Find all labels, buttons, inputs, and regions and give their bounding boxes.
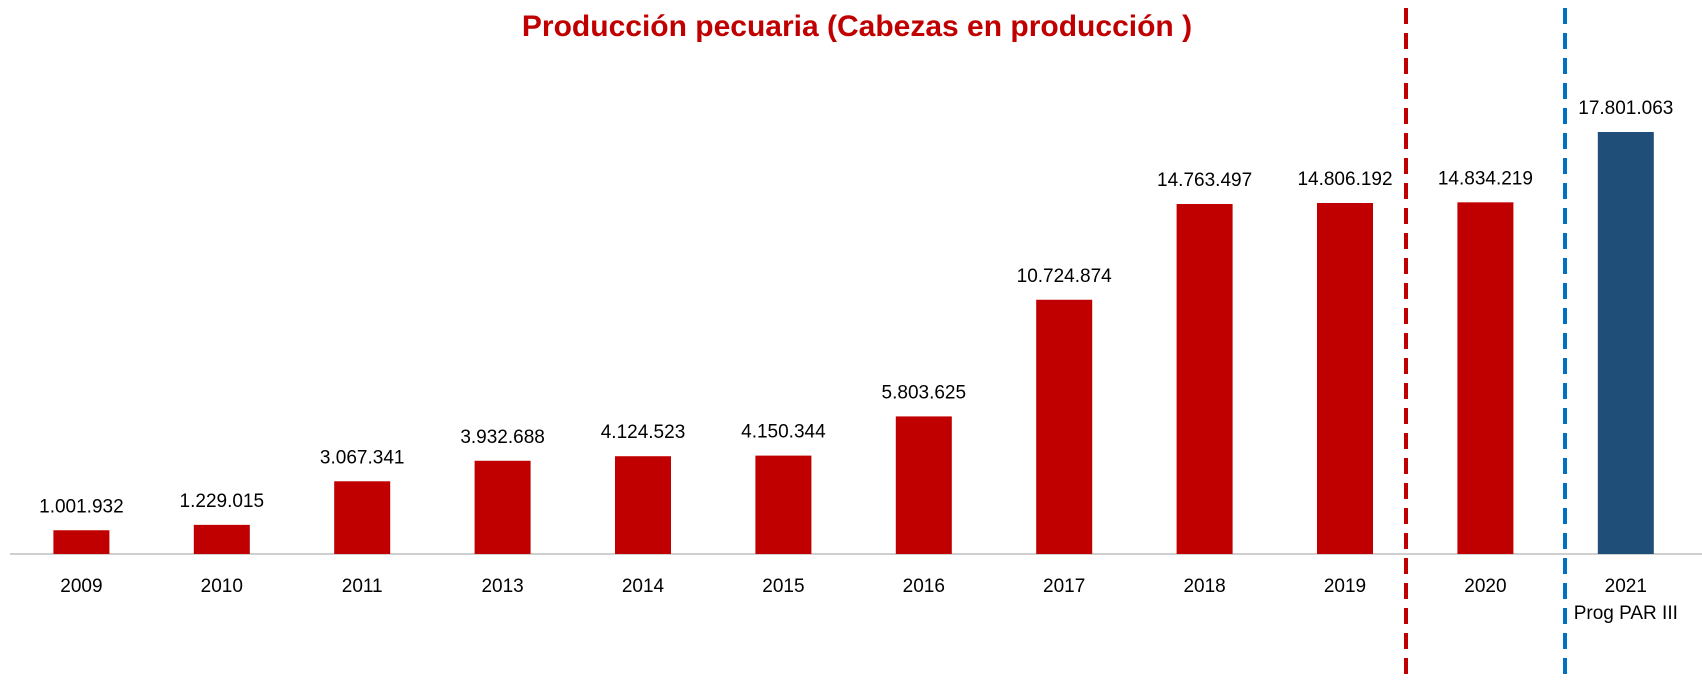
chart-title: Producción pecuaria (Cabezas en producci… — [522, 10, 1192, 43]
bar — [755, 455, 812, 554]
x-tick-label: 2019 — [1324, 576, 1366, 597]
value-label: 4.124.523 — [601, 422, 686, 443]
x-tick-label: 2010 — [201, 576, 243, 597]
value-label: 3.067.341 — [320, 447, 405, 468]
value-label: 5.803.625 — [882, 382, 967, 403]
bar — [1457, 202, 1514, 554]
value-label: 1.001.932 — [39, 496, 124, 517]
x-tick-label: 2020 — [1464, 576, 1506, 597]
x-tick-label: 2017 — [1043, 576, 1085, 597]
bar — [1176, 204, 1233, 555]
bar — [615, 456, 671, 554]
bar — [1036, 299, 1093, 554]
bar — [474, 460, 531, 554]
x-tick-label: 2011 — [342, 576, 383, 597]
bar — [193, 524, 250, 554]
bar — [334, 481, 391, 554]
x-tick-label: 2016 — [903, 576, 945, 597]
bar — [53, 530, 110, 554]
x-tick-label: 2018 — [1183, 576, 1225, 597]
x-tick-label: 2015 — [762, 576, 804, 597]
bar — [895, 416, 952, 554]
x-tick-label: 2009 — [60, 576, 102, 597]
bar — [1317, 202, 1373, 555]
value-label: 4.150.344 — [741, 422, 826, 443]
value-label: 1.229.015 — [180, 491, 265, 512]
value-label: 10.724.874 — [1017, 266, 1113, 287]
x-tick-label: 2014 — [622, 576, 665, 597]
value-label: 14.763.497 — [1157, 170, 1252, 191]
value-label: 14.834.219 — [1438, 168, 1533, 189]
bar — [1597, 132, 1654, 554]
value-label: 17.801.063 — [1578, 98, 1673, 119]
x-tick-label: 2013 — [481, 576, 523, 597]
x-tick-label: 2021 Prog PAR III — [1574, 576, 1678, 624]
value-label: 3.932.688 — [460, 427, 545, 448]
value-label: 14.806.192 — [1297, 169, 1392, 190]
